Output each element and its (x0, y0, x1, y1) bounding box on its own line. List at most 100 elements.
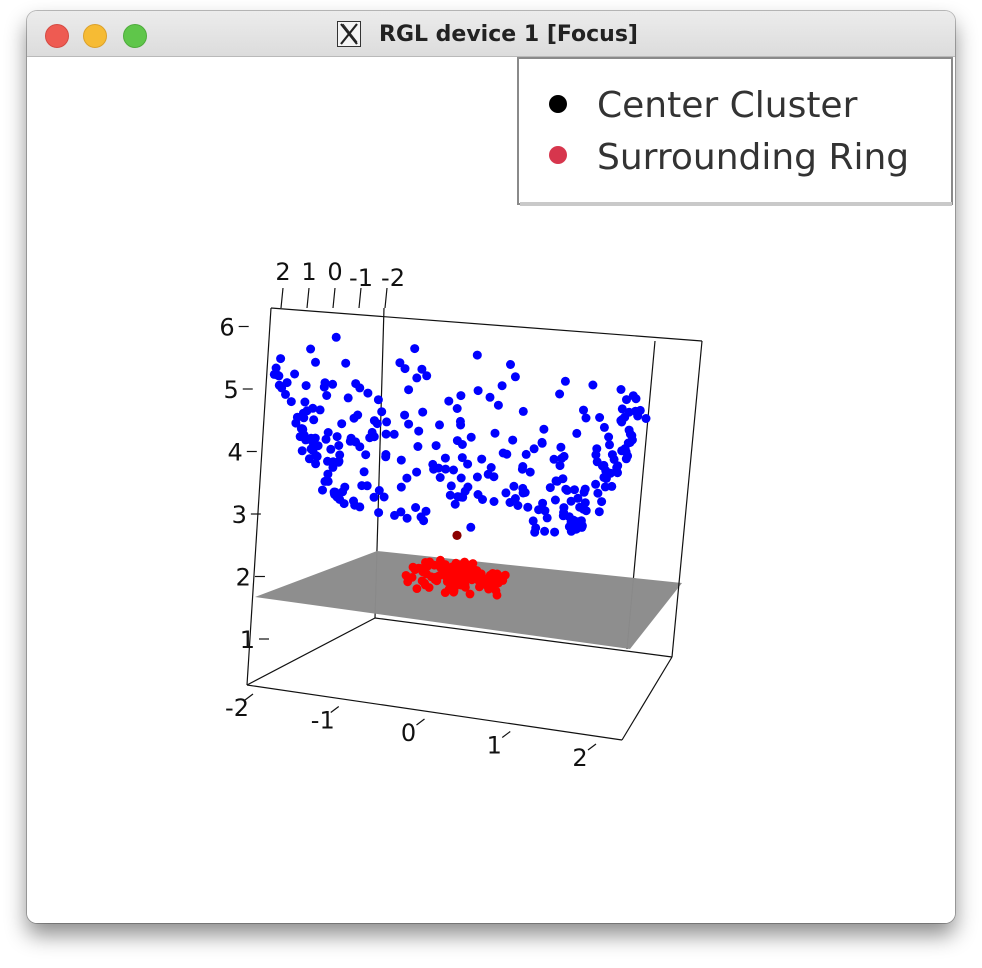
data-points (269, 332, 651, 600)
red-point (429, 560, 439, 570)
blue-point (579, 405, 588, 415)
blue-point (449, 465, 458, 475)
blue-point (520, 488, 530, 497)
blue-point (624, 407, 634, 417)
y-tick-mark (306, 287, 310, 309)
legend-shadow (520, 202, 952, 206)
red-point (444, 584, 454, 594)
blue-point (340, 482, 350, 492)
red-point (457, 560, 466, 570)
minimize-button[interactable] (83, 24, 107, 48)
blue-point (490, 428, 500, 438)
blue-point (326, 444, 336, 454)
blue-point (591, 479, 601, 489)
blue-point (445, 490, 455, 500)
blue-point (545, 483, 555, 493)
blue-point (416, 512, 426, 522)
rgl-canvas[interactable]: Center Cluster Surrounding Ring (27, 57, 955, 923)
blue-point (435, 420, 444, 430)
blue-point (412, 467, 422, 477)
blue-point (291, 418, 301, 428)
blue-point (581, 413, 591, 423)
blue-point (274, 371, 284, 381)
red-point (465, 589, 475, 599)
box-edge-top-back (270, 307, 703, 342)
blue-point (572, 428, 582, 438)
blue-point (617, 404, 627, 414)
box-edge-front-left (246, 307, 272, 686)
blue-point (521, 449, 531, 459)
blue-point (323, 428, 333, 437)
blue-point (369, 416, 379, 426)
blue-point (588, 380, 598, 390)
blue-point (300, 397, 310, 407)
blue-point (538, 498, 548, 508)
blue-point (435, 473, 445, 482)
blue-point (402, 513, 412, 523)
blue-point (323, 469, 333, 479)
x-tick-label: 0 (401, 719, 416, 747)
blue-point (493, 400, 503, 410)
blue-point (600, 482, 610, 492)
blue-point (497, 381, 507, 391)
blue-point (622, 395, 631, 405)
scatter-3d-plot[interactable]: Center Cluster Surrounding Ring (27, 57, 955, 923)
blue-point (295, 432, 305, 442)
blue-point (441, 464, 451, 474)
blue-point (542, 513, 552, 523)
blue-point (513, 501, 523, 510)
blue-point (473, 386, 483, 396)
blue-point (616, 416, 626, 426)
blue-point (613, 461, 623, 471)
blue-point (308, 403, 318, 413)
blue-point (446, 481, 456, 491)
blue-point (489, 497, 499, 506)
y-tick-label: -2 (381, 264, 405, 292)
blue-point (641, 414, 651, 423)
red-point (459, 570, 469, 580)
blue-point (510, 494, 520, 503)
blue-point (323, 456, 332, 466)
bounding-box-front (246, 307, 703, 741)
y-tick-label: -1 (349, 264, 373, 292)
blue-point (540, 506, 550, 516)
blue-point (290, 369, 300, 379)
blue-point (568, 515, 578, 525)
y-tick-label: 1 (301, 258, 316, 286)
blue-point (457, 440, 467, 449)
blue-point (277, 383, 287, 393)
title-bar[interactable]: RGL device 1 [Focus] (27, 11, 955, 57)
blue-point (400, 364, 410, 374)
red-point (407, 573, 417, 582)
z-tick-label: 1 (240, 626, 255, 654)
blue-point (404, 385, 414, 395)
box-edge-bottom-left (246, 617, 376, 686)
blue-point (613, 468, 622, 478)
blue-point (525, 467, 535, 477)
blue-point (528, 516, 538, 526)
blue-point (529, 444, 539, 454)
blue-point (413, 442, 423, 451)
center-point (452, 530, 462, 540)
y-tick-mark (358, 287, 362, 309)
y-tick-mark (384, 287, 388, 309)
blue-point (555, 461, 565, 471)
blue-point (310, 433, 320, 443)
blue-point (334, 441, 344, 450)
blue-point (604, 432, 614, 442)
blue-point (560, 376, 570, 386)
blue-point (377, 407, 387, 417)
red-point (424, 583, 434, 592)
blue-point (400, 410, 410, 420)
blue-point (339, 499, 349, 509)
blue-point (363, 388, 373, 398)
z-tick-label: 5 (223, 376, 238, 404)
blue-point (456, 391, 466, 401)
close-button[interactable] (45, 24, 69, 48)
blue-point (605, 440, 614, 450)
zoom-button[interactable] (123, 24, 147, 48)
blue-point (501, 488, 511, 498)
blue-point (355, 502, 365, 512)
blue-point (381, 429, 391, 439)
blue-point (389, 429, 399, 439)
